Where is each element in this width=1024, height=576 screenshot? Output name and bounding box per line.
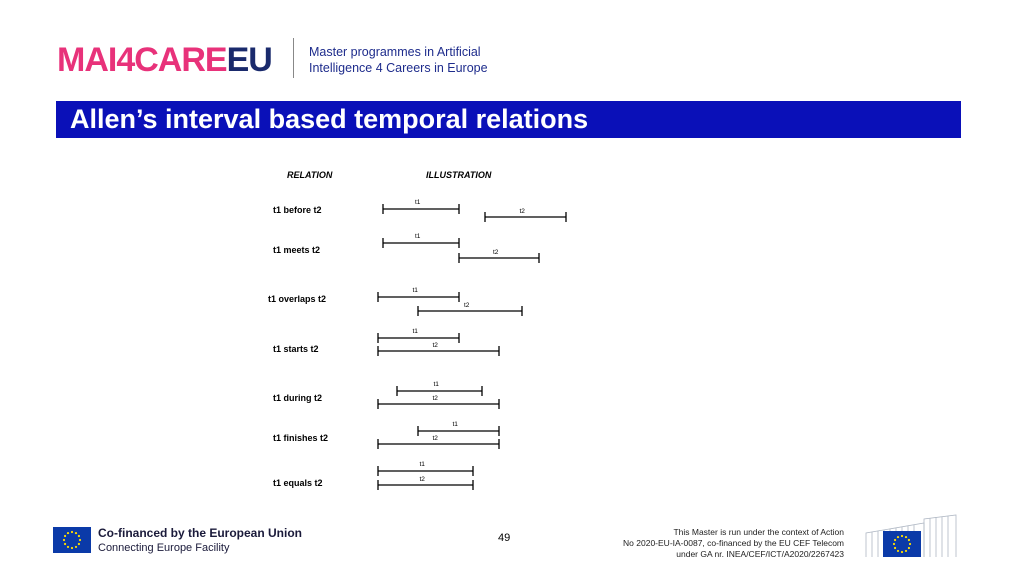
interval-t1-label: t1 — [420, 461, 426, 468]
eu-star — [78, 538, 82, 542]
eu-star — [896, 535, 900, 539]
relation-label: t1 before t2 — [273, 205, 322, 215]
column-header-relation: RELATION — [287, 170, 333, 180]
eu-star — [904, 549, 908, 553]
action-line-3: under GA nr. INEA/CEF/ICT/A2020/2267423 — [676, 549, 844, 559]
interval-t1-label: t1 — [415, 233, 421, 240]
relation-label: t1 equals t2 — [273, 478, 323, 488]
mai4careu-logo: MAI4CAREEU — [57, 40, 273, 80]
relation-label: t1 overlaps t2 — [268, 294, 326, 304]
interval-t2-label: t2 — [464, 302, 470, 309]
eu-star — [70, 530, 74, 534]
interval-t1 — [377, 292, 460, 302]
eu-star — [63, 534, 67, 538]
eu-star — [77, 542, 81, 546]
eu-star — [62, 538, 66, 542]
interval-t2-label: t2 — [433, 395, 439, 402]
interval-t1 — [417, 426, 500, 436]
interval-t2-label: t2 — [433, 342, 439, 349]
interval-t1 — [377, 333, 460, 343]
ec-flag-icon — [883, 531, 921, 557]
eu-star — [900, 550, 904, 554]
page-number: 49 — [498, 532, 511, 544]
ec-stars-icon — [892, 534, 912, 554]
eu-star — [900, 534, 904, 538]
relation-row: t1 finishes t2 t1 t2 — [273, 421, 500, 449]
relation-label: t1 finishes t2 — [273, 433, 328, 443]
relation-row: t1 meets t2 t1 t2 — [273, 233, 540, 263]
interval-t2-label: t2 — [420, 476, 426, 483]
eu-star — [893, 546, 897, 550]
action-statement: This Master is run under the context of … — [584, 527, 844, 560]
relation-label: t1 meets t2 — [273, 245, 320, 255]
interval-t1 — [382, 204, 460, 214]
cef-text: Connecting Europe Facility — [98, 542, 230, 554]
eu-flag-icon — [53, 527, 91, 553]
relation-row: t1 equals t2 t1 t2 — [273, 461, 474, 490]
interval-t1 — [382, 238, 460, 248]
relation-label: t1 starts t2 — [273, 344, 319, 354]
eu-star — [66, 545, 70, 549]
programme-tagline: Master programmes in Artificial Intellig… — [309, 44, 488, 76]
column-header-illustration: ILLUSTRATION — [426, 170, 492, 180]
tagline-line-1: Master programmes in Artificial — [309, 45, 481, 59]
eu-star — [63, 542, 67, 546]
eu-star — [893, 538, 897, 542]
interval-t2 — [377, 346, 500, 356]
interval-t2-label: t2 — [520, 208, 526, 215]
action-line-1: This Master is run under the context of … — [673, 527, 844, 537]
relation-row: t1 starts t2 t1 t2 — [273, 328, 500, 356]
interval-t2 — [377, 439, 500, 449]
eu-star — [896, 549, 900, 553]
relation-row: t1 before t2 t1 t2 — [273, 199, 567, 222]
slide-title-bar: Allen’s interval based temporal relation… — [56, 101, 961, 138]
eu-star — [66, 531, 70, 535]
relation-label: t1 during t2 — [273, 393, 322, 403]
interval-t1-label: t1 — [413, 328, 419, 335]
eu-star — [907, 538, 911, 542]
relation-row: t1 during t2 t1 t2 — [273, 381, 500, 409]
interval-t1 — [377, 466, 474, 476]
interval-t1-label: t1 — [434, 381, 440, 388]
eu-stars-icon — [62, 530, 82, 550]
header-divider — [293, 38, 294, 78]
eu-star — [77, 534, 81, 538]
eu-star — [892, 542, 896, 546]
eu-star — [70, 546, 74, 550]
logo-text-eu-prefix: E — [226, 41, 250, 79]
eu-star — [908, 542, 912, 546]
tagline-line-2: Intelligence 4 Careers in Europe — [309, 61, 488, 75]
interval-t2 — [377, 480, 474, 490]
interval-t1-label: t1 — [415, 199, 421, 206]
interval-t2 — [417, 306, 523, 316]
interval-t2-label: t2 — [493, 249, 499, 256]
logo-text-i4care: I4CARE — [107, 41, 228, 79]
interval-t2 — [484, 212, 567, 222]
interval-t2 — [458, 253, 540, 263]
eu-star — [74, 545, 78, 549]
logo-text-u: U — [248, 41, 273, 79]
slide-title: Allen’s interval based temporal relation… — [70, 104, 589, 134]
action-line-2: No 2020-EU-IA-0087, co-financed by the E… — [623, 538, 844, 548]
cofinanced-text: Co-financed by the European Union — [98, 526, 303, 540]
eu-star — [907, 546, 911, 550]
interval-t2-label: t2 — [433, 435, 439, 442]
interval-t1-label: t1 — [413, 287, 419, 294]
interval-t1-label: t1 — [453, 421, 459, 428]
relation-row: t1 overlaps t2 t1 t2 — [268, 287, 523, 316]
interval-t1 — [396, 386, 483, 396]
eu-star — [904, 535, 908, 539]
logo-text-ma: MA — [57, 41, 109, 79]
interval-t2 — [377, 399, 500, 409]
eu-star — [74, 531, 78, 535]
